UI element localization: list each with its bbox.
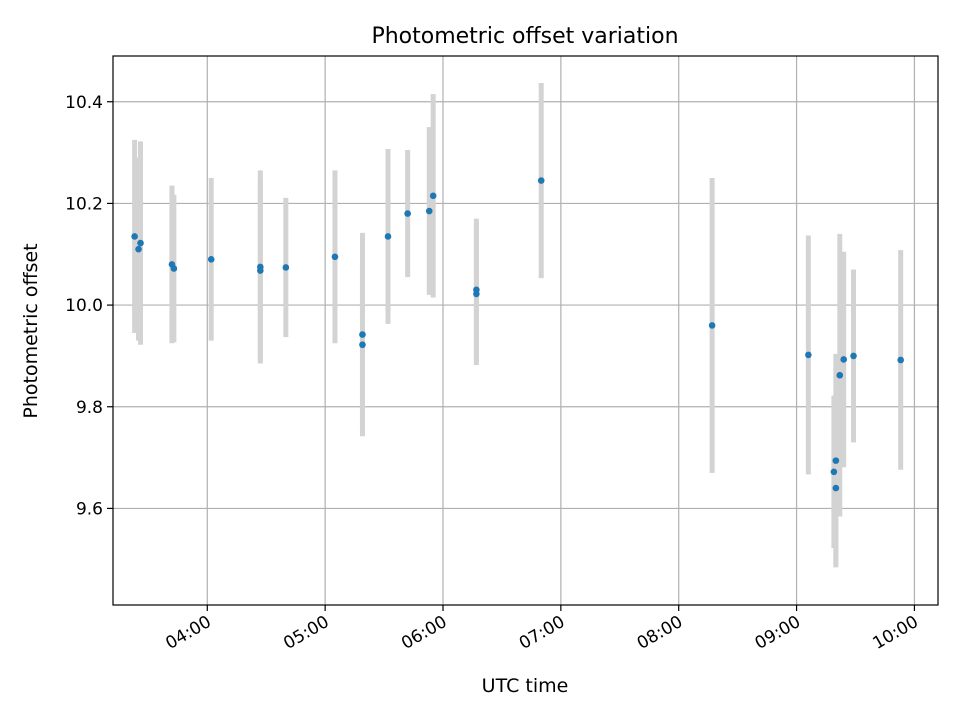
- data-point: [832, 457, 840, 464]
- y-tick-label: 10.2: [65, 194, 103, 214]
- y-axis-label: Photometric offset: [20, 243, 42, 418]
- data-point: [384, 233, 392, 240]
- plot-frame: [112, 55, 939, 606]
- x-axis-label: UTC time: [482, 675, 569, 697]
- data-point: [897, 356, 904, 364]
- data-point: [404, 210, 411, 217]
- data-point: [207, 256, 215, 263]
- grid-lines: [113, 56, 938, 605]
- data-point: [832, 484, 840, 492]
- data-point: [850, 352, 857, 360]
- data-points: [131, 177, 904, 492]
- data-point: [840, 356, 848, 363]
- chart-title: Photometric offset variation: [371, 24, 678, 49]
- data-point: [708, 322, 716, 329]
- data-point: [282, 264, 290, 271]
- y-tick-label: 9.6: [76, 499, 103, 519]
- data-point: [135, 245, 142, 253]
- data-point: [137, 239, 144, 247]
- y-tick-label: 9.8: [76, 398, 103, 418]
- data-point: [805, 351, 812, 359]
- data-point: [473, 286, 480, 294]
- data-point: [331, 253, 339, 261]
- data-point: [836, 371, 844, 379]
- data-point: [359, 331, 366, 338]
- data-point: [429, 192, 437, 200]
- data-point: [170, 265, 178, 272]
- data-point: [131, 233, 138, 240]
- y-tick-label: 10.4: [65, 93, 103, 113]
- data-point: [359, 341, 366, 349]
- data-point: [830, 468, 838, 476]
- y-tick-label: 10.0: [65, 296, 103, 316]
- data-point: [425, 207, 433, 215]
- data-point: [537, 177, 545, 184]
- data-point: [257, 267, 264, 274]
